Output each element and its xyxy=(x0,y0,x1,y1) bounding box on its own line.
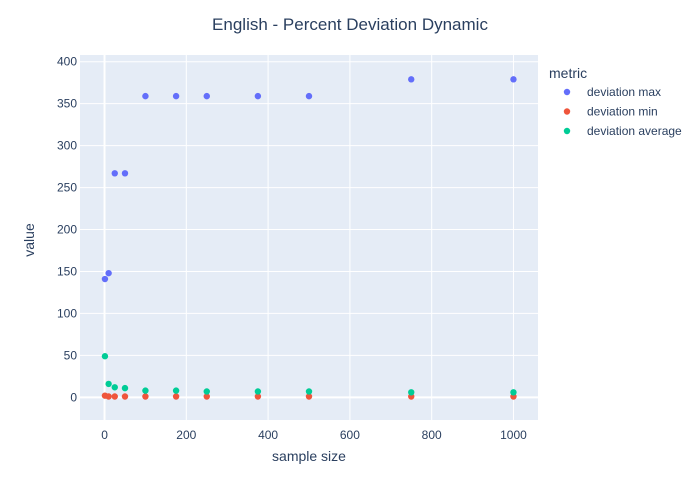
y-tick-label: 50 xyxy=(64,348,78,362)
data-point[interactable] xyxy=(203,393,210,400)
legend-label: deviation min xyxy=(587,105,658,119)
data-point[interactable] xyxy=(142,92,149,100)
legend-label: deviation max xyxy=(587,85,661,99)
data-point[interactable] xyxy=(105,269,112,277)
data-point[interactable] xyxy=(305,388,313,395)
y-tick-label: 150 xyxy=(57,264,77,278)
y-tick-label: 400 xyxy=(57,55,77,69)
chart-title: English - Percent Deviation Dynamic xyxy=(212,15,488,34)
legend-marker xyxy=(563,127,571,135)
data-point[interactable] xyxy=(111,384,118,391)
x-tick-label: 200 xyxy=(176,428,196,442)
y-tick-label: 300 xyxy=(57,139,77,153)
x-axis-ticks: 0 200 400 600 800 1000 xyxy=(101,428,527,442)
data-point[interactable] xyxy=(121,384,129,392)
data-point[interactable] xyxy=(105,393,112,400)
y-tick-label: 0 xyxy=(70,390,77,404)
y-tick-label: 200 xyxy=(57,223,77,237)
data-point[interactable] xyxy=(105,380,112,388)
data-point[interactable] xyxy=(172,393,180,400)
x-tick-label: 400 xyxy=(258,428,278,442)
x-tick-label: 600 xyxy=(340,428,360,442)
plot-area xyxy=(80,55,538,420)
data-point[interactable] xyxy=(305,393,313,400)
legend-marker xyxy=(563,108,571,115)
data-point[interactable] xyxy=(101,353,109,360)
x-tick-label: 1000 xyxy=(500,428,527,442)
y-tick-label: 350 xyxy=(57,97,77,111)
x-axis-title: sample size xyxy=(272,448,346,464)
data-point[interactable] xyxy=(142,387,149,394)
y-tick-label: 100 xyxy=(57,306,77,320)
data-point[interactable] xyxy=(254,388,262,395)
data-point[interactable] xyxy=(121,170,129,177)
grid-layer xyxy=(80,55,538,420)
data-points[interactable] xyxy=(101,76,517,400)
y-axis-ticks: 0 50 100 150 200 250 300 350 400 xyxy=(57,55,77,405)
y-tick-label: 250 xyxy=(57,181,77,195)
legend-label: deviation average xyxy=(587,124,682,138)
data-point[interactable] xyxy=(203,92,210,100)
data-point[interactable] xyxy=(510,389,517,396)
x-tick-label: 0 xyxy=(101,428,108,442)
data-point[interactable] xyxy=(111,393,118,400)
data-point[interactable] xyxy=(305,92,313,100)
legend: metric deviation max deviation min deviati… xyxy=(549,65,682,138)
legend-marker xyxy=(563,88,571,96)
data-point[interactable] xyxy=(408,389,415,396)
data-point[interactable] xyxy=(101,275,109,283)
data-point[interactable] xyxy=(172,92,180,100)
data-point[interactable] xyxy=(254,92,262,100)
data-point[interactable] xyxy=(254,393,262,400)
data-point[interactable] xyxy=(111,170,118,177)
data-point[interactable] xyxy=(121,393,129,400)
y-axis-title: value xyxy=(21,223,37,257)
data-point[interactable] xyxy=(172,387,180,394)
data-point[interactable] xyxy=(408,76,415,83)
legend-title: metric xyxy=(549,65,587,81)
data-point[interactable] xyxy=(203,388,210,395)
x-tick-label: 800 xyxy=(422,428,442,442)
data-point[interactable] xyxy=(510,76,517,83)
data-point[interactable] xyxy=(142,393,149,400)
